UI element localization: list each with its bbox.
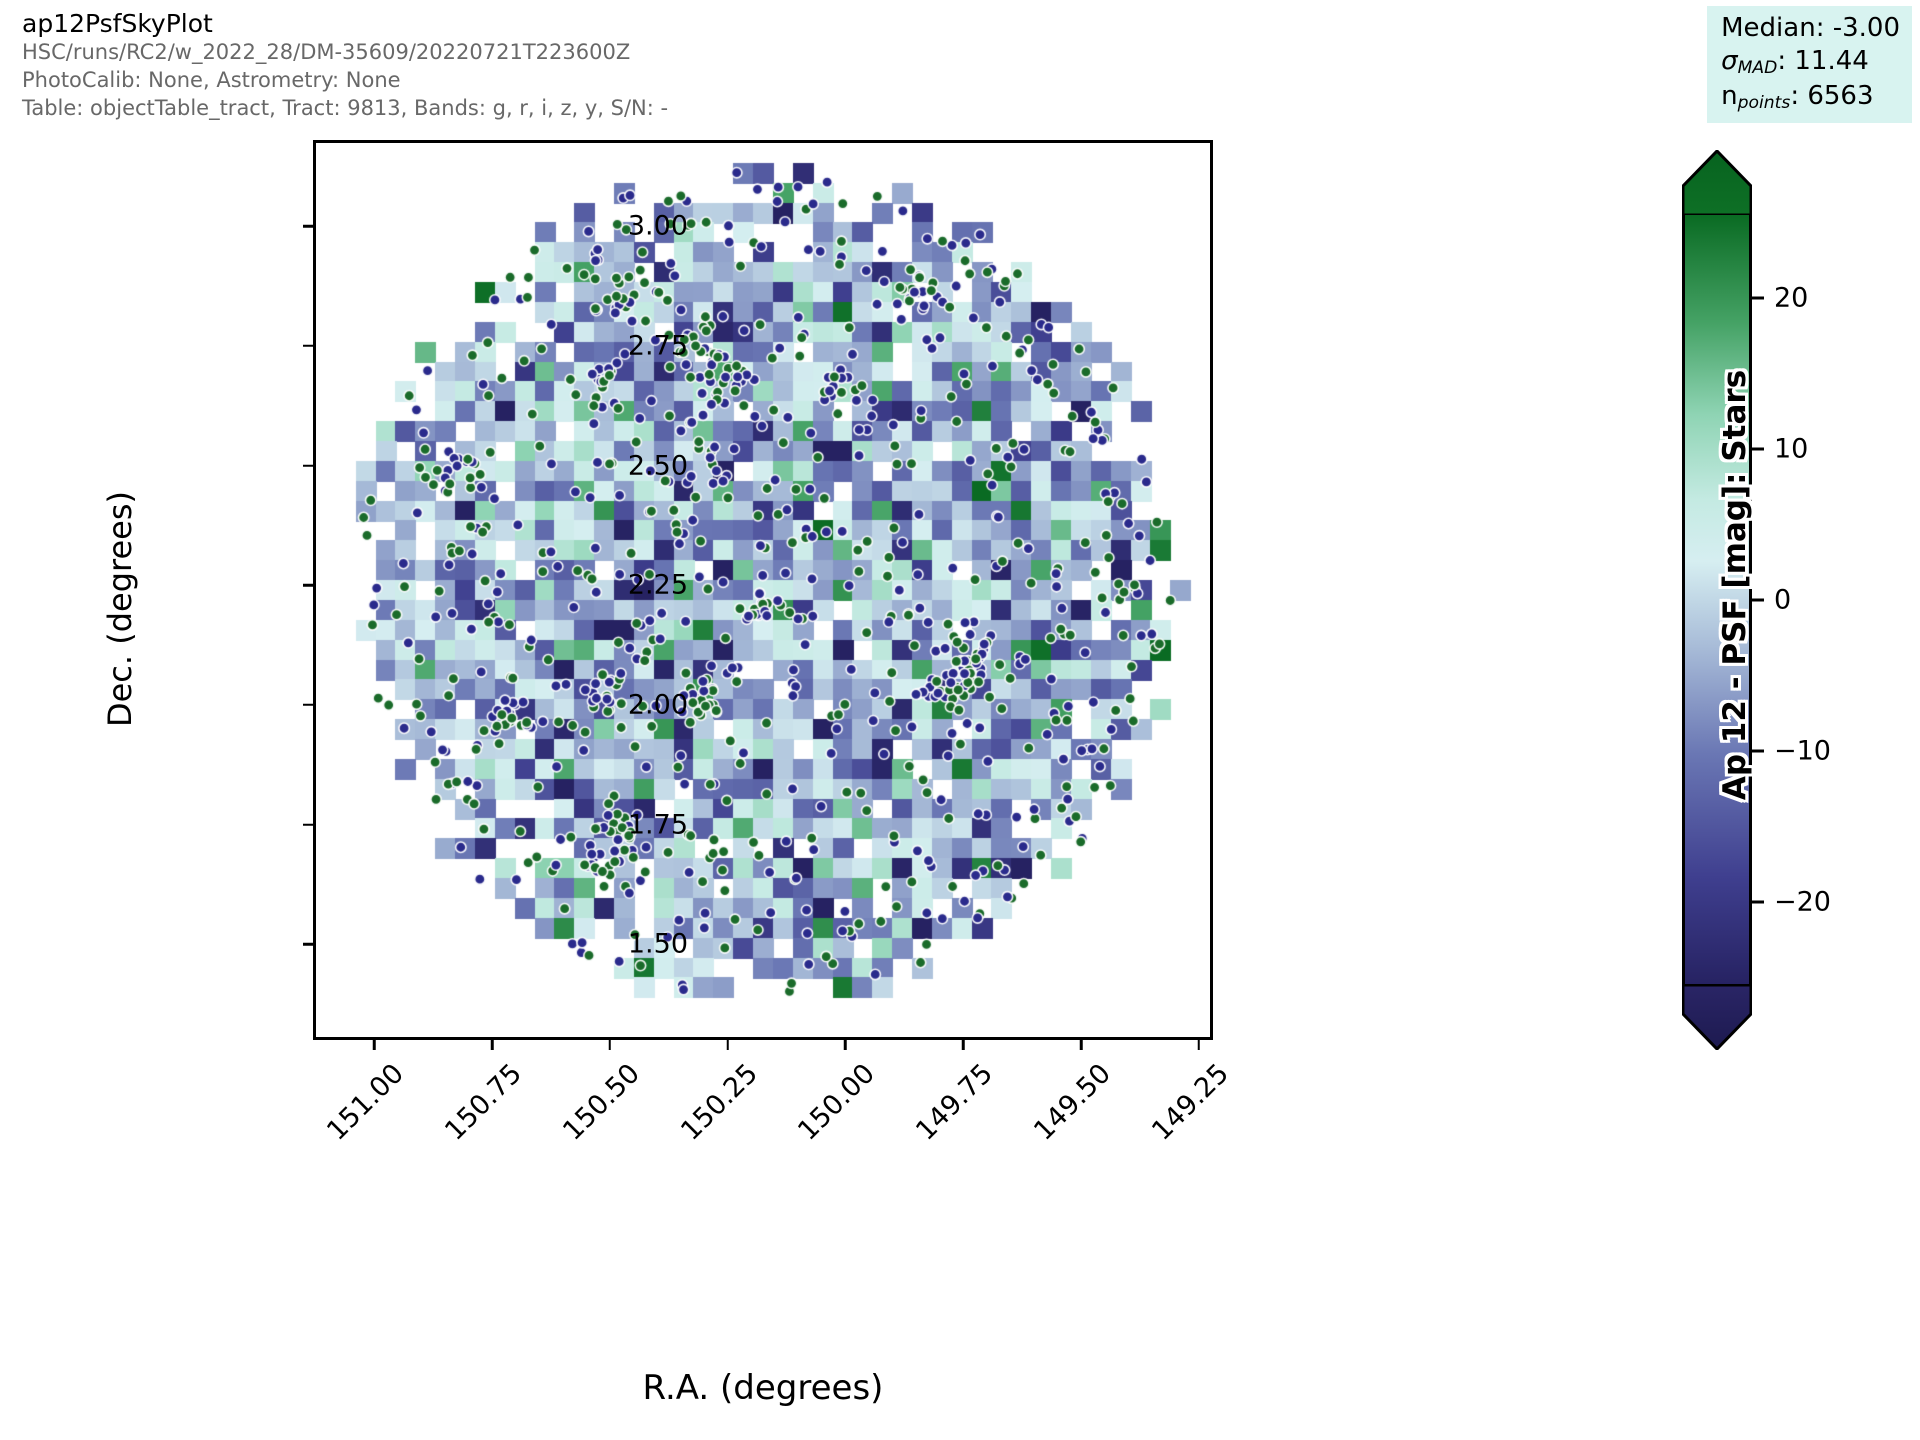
npoints-subscript: points xyxy=(1737,92,1791,113)
x-tick-mark xyxy=(1079,1040,1083,1050)
x-tick-mark xyxy=(962,1040,965,1050)
stat-sigma-value: 11.44 xyxy=(1794,46,1869,77)
outlier-points-overlay xyxy=(316,143,1210,1037)
x-tick-label: 150.00 xyxy=(792,1058,882,1147)
y-tick-label: 1.75 xyxy=(627,809,688,841)
x-tick-mark xyxy=(490,1040,494,1050)
colorbar-tick-mark xyxy=(1752,598,1764,602)
sigma-subscript: MAD xyxy=(1737,58,1778,79)
y-tick-label: 2.50 xyxy=(627,450,688,482)
sky-plot-axes xyxy=(313,140,1213,1040)
npoints-separator: : xyxy=(1790,80,1808,111)
colorbar-extend-bottom-arrow xyxy=(1682,984,1752,1050)
y-tick-mark xyxy=(303,224,313,228)
x-tick-mark xyxy=(844,1040,847,1050)
y-tick-label: 3.00 xyxy=(627,210,688,242)
sigma-separator: : xyxy=(1777,46,1795,77)
subtitle-line-calibration: PhotoCalib: None, Astrometry: None xyxy=(22,68,401,93)
stat-npoints: npoints: 6563 xyxy=(1721,80,1900,115)
page-title: ap12PsfSkyPlot xyxy=(22,9,213,38)
colorbar-gradient-bar xyxy=(1682,215,1752,985)
y-tick-label: 2.75 xyxy=(627,330,688,362)
x-tick-label: 150.75 xyxy=(439,1058,528,1147)
colorbar-tick-mark xyxy=(1752,900,1764,904)
stat-npoints-value: 6563 xyxy=(1807,80,1874,111)
x-tick-mark xyxy=(1197,1040,1201,1050)
y-tick-mark xyxy=(303,703,313,707)
y-tick-mark xyxy=(303,583,313,587)
y-axis-label: Dec. (degrees) xyxy=(101,490,139,728)
x-tick-label: 150.50 xyxy=(557,1058,646,1147)
x-tick-label: 149.50 xyxy=(1028,1058,1117,1147)
statistics-box: Median: -3.00 σMAD: 11.44 npoints: 6563 xyxy=(1707,6,1912,123)
colorbar-tick-mark xyxy=(1752,749,1764,753)
y-tick-mark xyxy=(303,344,313,348)
header-block: ap12PsfSkyPlot HSC/runs/RC2/w_2022_28/DM… xyxy=(22,8,922,123)
x-axis-label: R.A. (degrees) xyxy=(642,1368,884,1408)
x-tick-label: 150.25 xyxy=(674,1058,764,1147)
sigma-symbol: σ xyxy=(1721,46,1738,77)
y-tick-label: 1.50 xyxy=(627,928,688,960)
x-tick-label: 151.00 xyxy=(321,1058,411,1147)
y-tick-label: 2.00 xyxy=(627,689,688,721)
colorbar-tick-label: −20 xyxy=(1774,886,1831,918)
colorbar-tick-label: 20 xyxy=(1774,282,1809,314)
colorbar-tick-label: 10 xyxy=(1774,433,1809,465)
stat-median: Median: -3.00 xyxy=(1721,12,1900,45)
x-tick-mark xyxy=(726,1040,729,1050)
x-tick-label: 149.75 xyxy=(910,1058,1000,1147)
colorbar-tick-label: −10 xyxy=(1774,735,1831,767)
y-tick-mark xyxy=(303,943,313,946)
x-tick-mark xyxy=(608,1040,612,1050)
colorbar-tick-label: 0 xyxy=(1774,584,1792,616)
colorbar: 20 10 0 −10 −20 Ap 12 - PSF [mag]: Stars xyxy=(1682,150,1831,1050)
colorbar-tick-mark xyxy=(1752,447,1764,451)
stat-median-value: -3.00 xyxy=(1832,13,1900,43)
npoints-symbol: n xyxy=(1721,80,1738,111)
x-tick-mark xyxy=(373,1040,376,1050)
y-tick-mark xyxy=(303,464,313,467)
y-tick-mark xyxy=(303,823,313,826)
stat-sigma-mad: σMAD: 11.44 xyxy=(1721,45,1900,80)
subtitle-line-collection: HSC/runs/RC2/w_2022_28/DM-35609/20220721… xyxy=(22,40,631,65)
colorbar-tick-mark xyxy=(1752,296,1764,300)
subtitle-line-table: Table: objectTable_tract, Tract: 9813, B… xyxy=(22,96,669,121)
colorbar-extend-top-arrow xyxy=(1682,150,1752,216)
y-tick-label: 2.25 xyxy=(627,569,688,601)
stat-median-label: Median: xyxy=(1721,13,1833,43)
x-tick-label: 149.25 xyxy=(1146,1058,1235,1147)
